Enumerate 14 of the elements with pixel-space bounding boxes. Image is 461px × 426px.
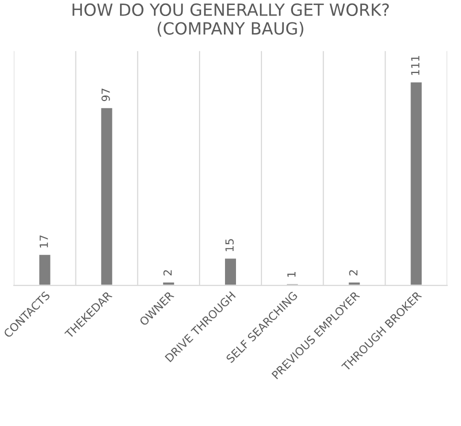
data-label: 2 xyxy=(349,270,358,276)
data-label: 1 xyxy=(287,272,296,277)
bar xyxy=(409,80,424,286)
bar xyxy=(100,106,114,286)
data-label: 111 xyxy=(411,56,420,75)
data-label: 97 xyxy=(102,88,110,102)
data-label: 2 xyxy=(163,270,172,276)
data-label: 17 xyxy=(40,235,48,248)
bar xyxy=(347,281,362,286)
bar xyxy=(38,254,52,286)
data-label: 15 xyxy=(225,239,234,252)
chart-title: HOW DO YOU GENERALLY GET WORK? (COMPANY BAUG) xyxy=(72,3,389,37)
bar xyxy=(162,281,176,286)
bar xyxy=(224,257,238,286)
